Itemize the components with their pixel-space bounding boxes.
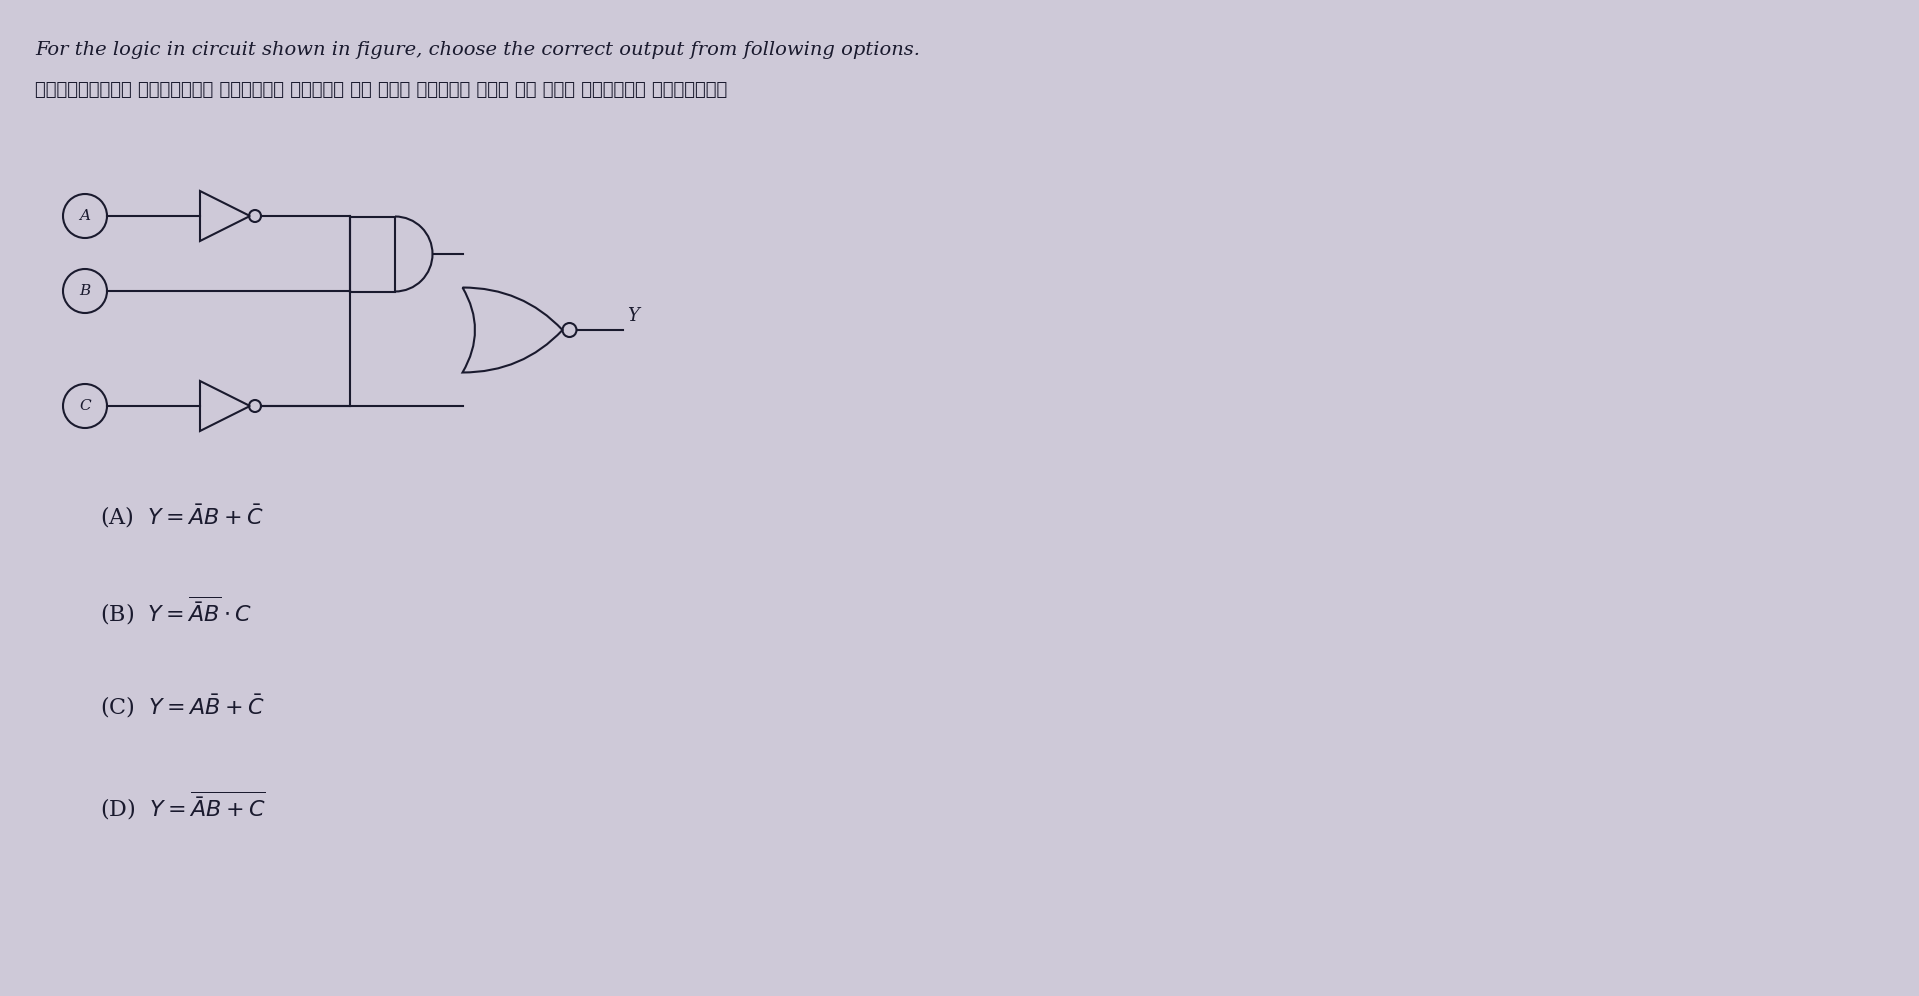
Text: (A)  $Y = \bar{A}B + \bar{C}$: (A) $Y = \bar{A}B + \bar{C}$ <box>100 502 263 530</box>
Text: For the logic in circuit shown in figure, choose the correct output from followi: For the logic in circuit shown in figure… <box>35 41 919 59</box>
Text: (D)  $Y = \overline{\bar{A}B + C}$: (D) $Y = \overline{\bar{A}B + C}$ <box>100 790 265 823</box>
Text: Y: Y <box>628 307 639 325</box>
Text: C: C <box>79 399 90 413</box>
Text: प्रदर्शित तार्किक द्वारा परिपथ के लिए निम्न में से सही निर्गत चुनिये।: प्रदर्शित तार्किक द्वारा परिपथ के लिए नि… <box>35 81 727 99</box>
Text: A: A <box>79 209 90 223</box>
Text: B: B <box>79 284 90 298</box>
Text: (B)  $Y = \overline{\bar{A}B} \cdot C$: (B) $Y = \overline{\bar{A}B} \cdot C$ <box>100 595 253 627</box>
Text: (C)  $Y = A\bar{B} + \bar{C}$: (C) $Y = A\bar{B} + \bar{C}$ <box>100 692 265 720</box>
